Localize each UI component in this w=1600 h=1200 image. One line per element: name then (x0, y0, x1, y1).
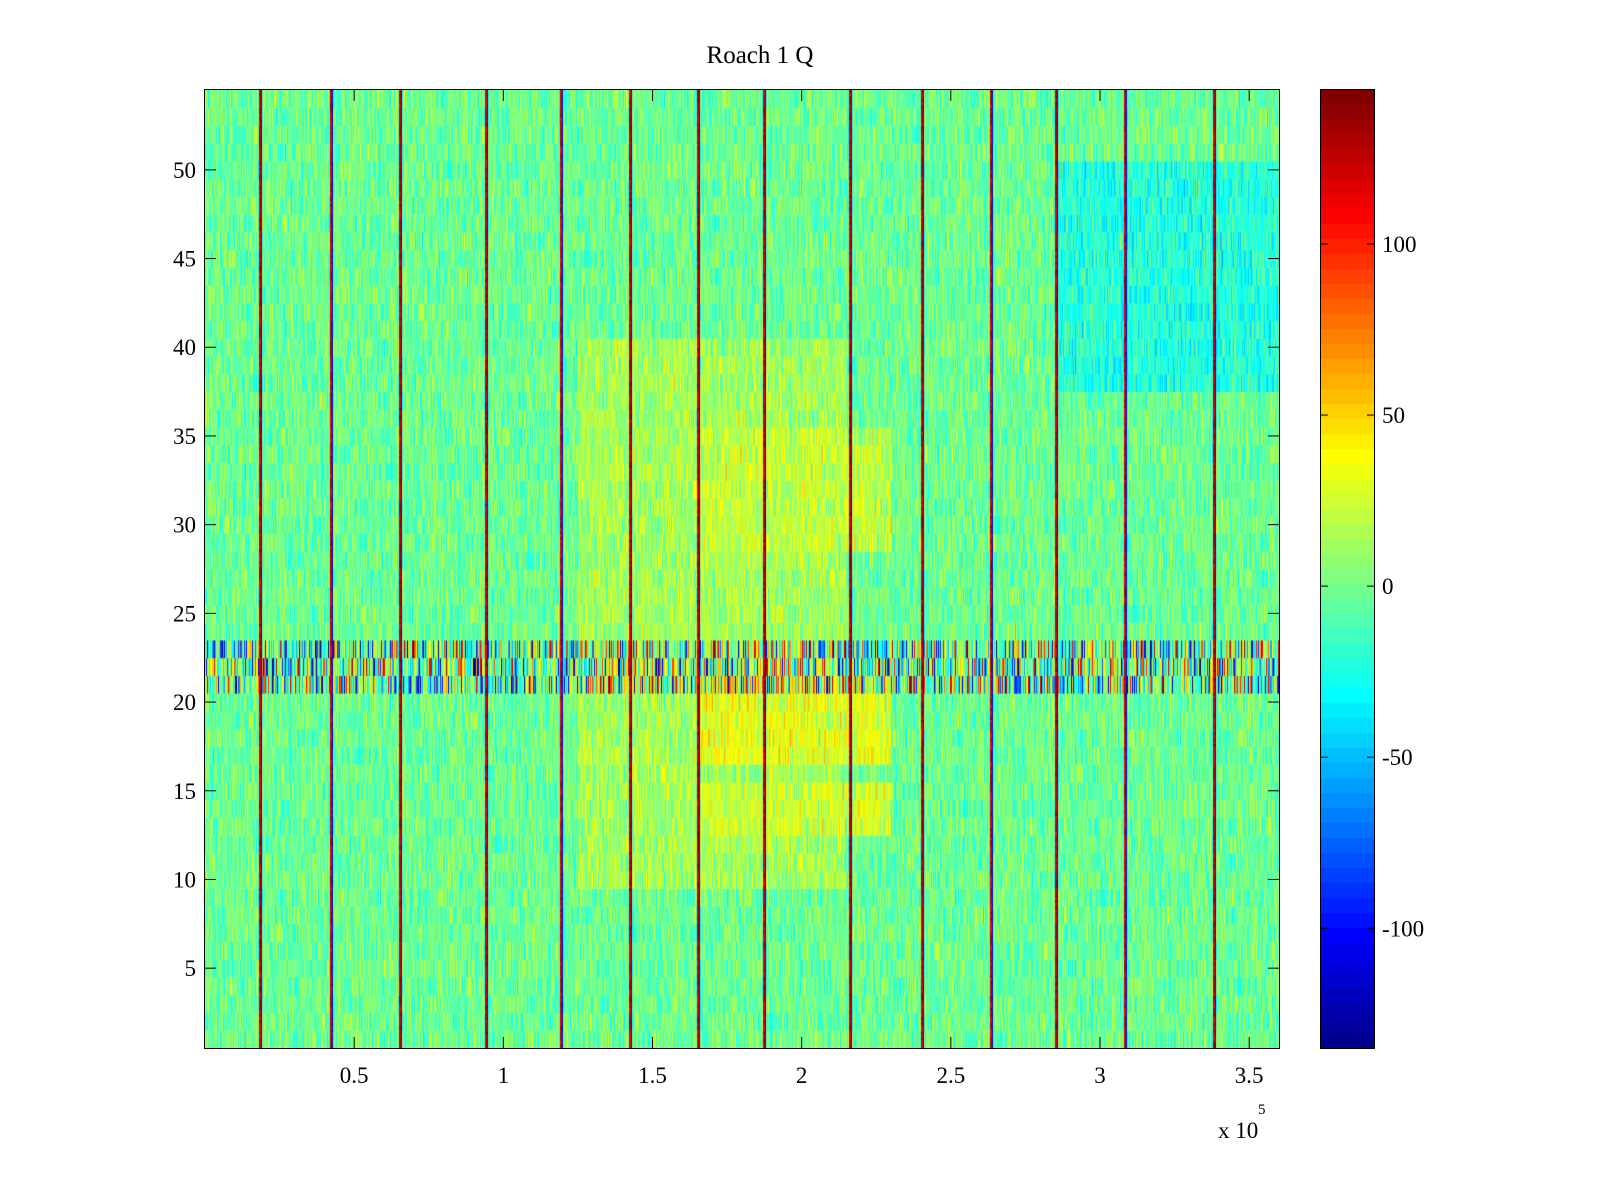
x-tick-label: 1.5 (638, 1063, 667, 1088)
y-tick-label: 15 (173, 779, 196, 804)
x-axis-exponent-base: x 10 (1218, 1118, 1259, 1143)
x-tick-label: 3 (1094, 1063, 1106, 1088)
y-tick-label: 5 (185, 956, 197, 981)
y-tick-label: 45 (173, 247, 196, 272)
y-tick-label: 30 (173, 513, 196, 538)
x-axis-exponent-power: 5 (1258, 1102, 1266, 1118)
colorbar-tick-label: -50 (1382, 745, 1413, 770)
colorbar-tick-label: -100 (1382, 916, 1424, 941)
y-tick-label: 35 (173, 424, 196, 449)
chart-title: Roach 1 Q (706, 42, 814, 69)
y-tick-label: 25 (173, 601, 196, 626)
x-tick-label: 0.5 (340, 1063, 369, 1088)
y-tick-label: 40 (173, 335, 196, 360)
colorbar-tick-label: 0 (1382, 574, 1394, 599)
colorbar-tick-label: 50 (1382, 403, 1405, 428)
colorbar (1321, 90, 1374, 1048)
x-tick-label: 2 (796, 1063, 808, 1088)
colorbar-tick-label: 100 (1382, 232, 1417, 257)
x-tick-label: 2.5 (936, 1063, 965, 1088)
y-tick-label: 50 (173, 158, 196, 183)
y-tick-label: 10 (173, 867, 196, 892)
heatmap-image (205, 90, 1279, 1048)
x-tick-label: 3.5 (1235, 1063, 1264, 1088)
y-tick-label: 20 (173, 690, 196, 715)
x-tick-label: 1 (498, 1063, 510, 1088)
